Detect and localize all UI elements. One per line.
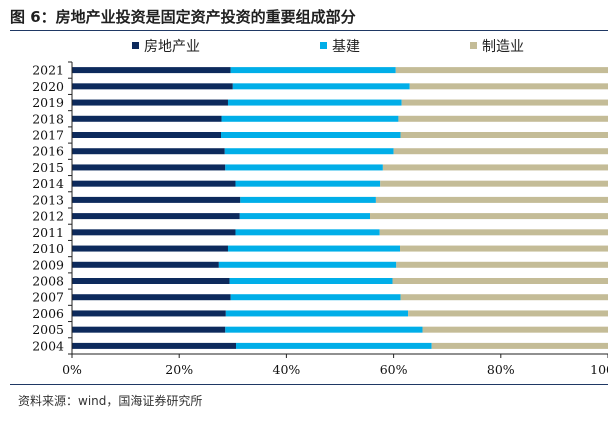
bar-2006-series-1 xyxy=(72,310,226,317)
bar-2019-series-1 xyxy=(72,99,228,106)
x-tick-label-2: 40% xyxy=(273,362,301,377)
bar-2019-series-2 xyxy=(227,99,402,106)
bar-2015-series-1 xyxy=(72,164,226,171)
bar-2017-series-1 xyxy=(72,132,222,138)
y-tick-label-2021: 2021 xyxy=(32,63,64,78)
legend-swatch-1 xyxy=(132,42,139,49)
y-tick-label-2015: 2015 xyxy=(32,160,64,175)
title-divider xyxy=(10,30,608,31)
x-tick-label-1: 20% xyxy=(165,362,193,377)
bar-2004-series-2 xyxy=(236,342,432,349)
bar-2008-series-1 xyxy=(72,278,230,284)
bar-2012-series-1 xyxy=(72,213,240,220)
x-tick-label-0: 0% xyxy=(62,362,82,377)
legend-swatch-3 xyxy=(470,42,477,49)
y-tick-label-2009: 2009 xyxy=(32,257,64,272)
bar-2013-series-2 xyxy=(240,196,376,203)
bar-2020-series-2 xyxy=(232,83,410,90)
source-divider xyxy=(10,384,608,385)
bar-2014-series-3 xyxy=(380,180,608,187)
bar-2014-series-1 xyxy=(72,180,236,187)
legend-label-1: 房地产业 xyxy=(144,39,200,55)
legend-swatch-2 xyxy=(320,42,327,49)
source-note: 资料来源：wind，国海证券研究所 xyxy=(18,394,203,408)
bar-2018-series-3 xyxy=(398,115,608,122)
bar-2014-series-2 xyxy=(235,180,381,187)
bar-2009-series-3 xyxy=(396,261,608,268)
bar-2015-series-3 xyxy=(382,164,608,171)
bar-2010-series-3 xyxy=(400,245,608,252)
bar-2020-series-1 xyxy=(72,83,233,90)
x-tick-label-4: 80% xyxy=(487,362,515,377)
bar-2008-series-2 xyxy=(229,278,393,284)
bar-2007-series-1 xyxy=(72,294,231,301)
bar-2015-series-2 xyxy=(225,164,383,171)
bar-2005-series-2 xyxy=(225,326,423,333)
y-tick-label-2011: 2011 xyxy=(32,225,64,240)
bar-2004-series-3 xyxy=(431,342,608,349)
bar-2008-series-3 xyxy=(392,278,608,284)
bar-2010-series-2 xyxy=(227,245,401,252)
y-tick-label-2014: 2014 xyxy=(32,176,64,191)
bar-2007-series-2 xyxy=(230,294,401,301)
bar-2012-series-2 xyxy=(239,213,371,220)
bar-2009-series-2 xyxy=(218,261,397,268)
bar-2011-series-2 xyxy=(235,229,380,236)
y-tick-label-2018: 2018 xyxy=(32,111,64,126)
bar-2013-series-1 xyxy=(72,196,241,203)
bar-2006-series-3 xyxy=(408,310,608,317)
y-tick-label-2007: 2007 xyxy=(32,290,64,305)
y-tick-label-2013: 2013 xyxy=(32,192,64,207)
bar-2021-series-2 xyxy=(230,67,396,74)
bar-2017-series-3 xyxy=(400,132,608,138)
bar-2016-series-2 xyxy=(224,148,394,155)
bar-2005-series-1 xyxy=(72,326,226,333)
bar-2021-series-1 xyxy=(72,67,231,74)
x-tick-label-5: 100% xyxy=(590,362,608,377)
bar-2009-series-1 xyxy=(72,261,219,268)
legend-label-2: 基建 xyxy=(332,38,360,55)
bar-2013-series-3 xyxy=(375,196,608,203)
x-tick-label-3: 60% xyxy=(380,362,408,377)
y-tick-label-2006: 2006 xyxy=(32,306,64,321)
bar-2019-series-3 xyxy=(401,99,608,106)
bar-2016-series-3 xyxy=(393,148,608,155)
legend: 房地产业 基建 制造业 xyxy=(132,38,524,55)
chart-title: 图 6：房地产业投资是固定资产投资的重要组成部分 xyxy=(10,8,356,26)
y-tick-label-2008: 2008 xyxy=(32,274,64,289)
y-tick-label-2019: 2019 xyxy=(32,95,64,110)
bar-2018-series-1 xyxy=(72,115,222,122)
bar-2010-series-1 xyxy=(72,245,228,252)
bar-2018-series-2 xyxy=(221,115,399,122)
bar-2007-series-3 xyxy=(400,294,608,301)
bar-2011-series-3 xyxy=(379,229,608,236)
bars xyxy=(72,67,608,349)
y-tick-label-2017: 2017 xyxy=(32,128,64,143)
y-tick-label-2005: 2005 xyxy=(32,322,64,337)
legend-label-3: 制造业 xyxy=(482,39,524,55)
bar-2004-series-1 xyxy=(72,342,237,349)
y-tick-label-2004: 2004 xyxy=(32,338,64,353)
bar-2006-series-2 xyxy=(225,310,409,317)
bar-2017-series-2 xyxy=(221,132,401,138)
y-tick-label-2012: 2012 xyxy=(32,209,64,224)
bar-2020-series-3 xyxy=(409,83,608,90)
y-tick-label-2020: 2020 xyxy=(32,79,64,94)
y-tick-label-2010: 2010 xyxy=(32,241,64,256)
bar-2011-series-1 xyxy=(72,229,236,236)
y-tick-label-2016: 2016 xyxy=(32,144,64,159)
bar-2016-series-1 xyxy=(72,148,225,155)
bar-2005-series-3 xyxy=(422,326,608,333)
bar-2021-series-3 xyxy=(395,67,608,74)
bar-2012-series-3 xyxy=(370,213,608,220)
